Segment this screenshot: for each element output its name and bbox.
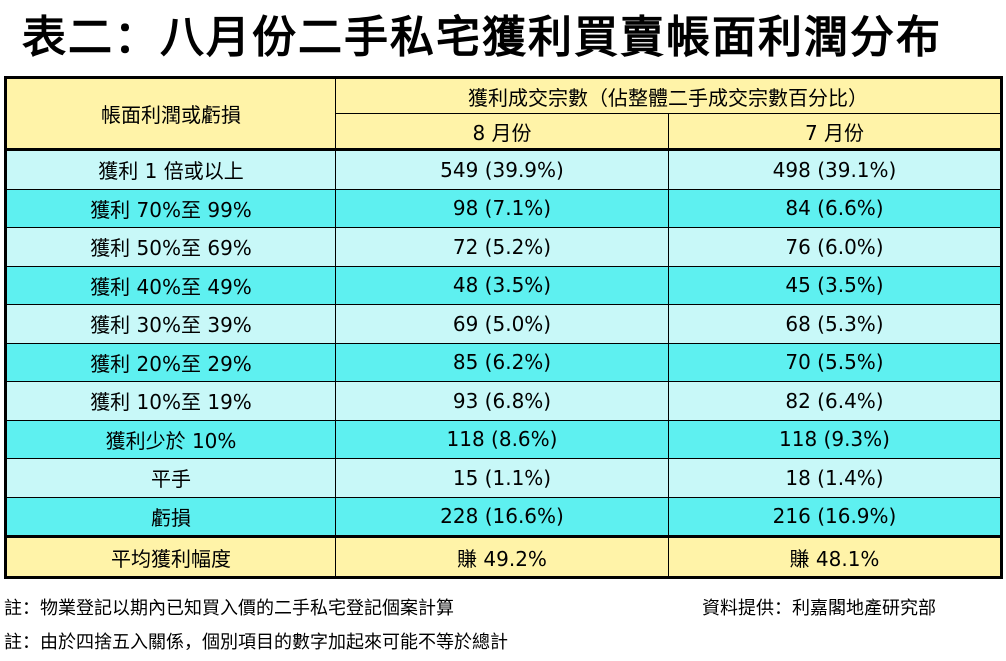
cell-jul: 498 (39.1%) [668, 148, 1002, 190]
table-row: 獲利 70%至 99% 98 (7.1%) 84 (6.6%) [5, 188, 1002, 228]
table-row: 獲利少於 10% 118 (8.6%) 118 (9.3%) [5, 419, 1002, 459]
row-label: 獲利 50%至 69% [5, 227, 336, 267]
cell-aug: 48 (3.5%) [335, 265, 669, 305]
row-label: 獲利 40%至 49% [5, 265, 336, 305]
row-label: 獲利 70%至 99% [5, 188, 336, 228]
cell-aug: 549 (39.9%) [335, 148, 669, 190]
cell-aug: 93 (6.8%) [335, 381, 669, 421]
row-label: 獲利 20%至 29% [5, 342, 336, 382]
col-header-jul: 7 月份 [668, 113, 1002, 150]
cell-aug: 72 (5.2%) [335, 227, 669, 267]
col-header-aug: 8 月份 [335, 113, 669, 150]
note-method: 註：物業登記以期內已知買入價的二手私宅登記個案計算 [4, 598, 454, 619]
group-header: 獲利成交宗數（佔整體二手成交宗數百分比） [335, 77, 1002, 114]
table-row: 平手 15 (1.1%) 18 (1.4%) [5, 458, 1002, 498]
cell-jul: 118 (9.3%) [668, 419, 1002, 459]
table-row: 獲利 1 倍或以上 549 (39.9%) 498 (39.1%) [5, 148, 1002, 190]
cell-aug: 85 (6.2%) [335, 342, 669, 382]
row-header: 帳面利潤或虧損 [5, 77, 336, 150]
row-label: 獲利 30%至 39% [5, 304, 336, 344]
cell-jul: 70 (5.5%) [668, 342, 1002, 382]
profit-distribution-table: 帳面利潤或虧損 獲利成交宗數（佔整體二手成交宗數百分比） 8 月份 7 月份 獲… [4, 76, 1003, 579]
cell-aug: 228 (16.6%) [335, 496, 669, 538]
table-row: 獲利 50%至 69% 72 (5.2%) 76 (6.0%) [5, 227, 1002, 267]
row-label: 獲利 1 倍或以上 [5, 148, 336, 190]
row-label: 獲利少於 10% [5, 419, 336, 459]
table-row: 獲利 30%至 39% 69 (5.0%) 68 (5.3%) [5, 304, 1002, 344]
cell-jul: 76 (6.0%) [668, 227, 1002, 267]
footer-label: 平均獲利幅度 [5, 536, 336, 578]
cell-jul: 84 (6.6%) [668, 188, 1002, 228]
footer-jul: 賺 48.1% [668, 536, 1002, 578]
table-row: 獲利 20%至 29% 85 (6.2%) 70 (5.5%) [5, 342, 1002, 382]
cell-jul: 216 (16.9%) [668, 496, 1002, 538]
table-row: 獲利 10%至 19% 93 (6.8%) 82 (6.4%) [5, 381, 1002, 421]
cell-aug: 15 (1.1%) [335, 458, 669, 498]
row-label: 虧損 [5, 496, 336, 538]
note-rounding: 註：由於四捨五入關係，個別項目的數字加起來可能不等於總計 [4, 632, 508, 653]
row-label: 平手 [5, 458, 336, 498]
table-row: 獲利 40%至 49% 48 (3.5%) 45 (3.5%) [5, 265, 1002, 305]
page-title: 表二：八月份二手私宅獲利買賣帳面利潤分布 [22, 12, 942, 63]
footer-aug: 賺 49.2% [335, 536, 669, 578]
cell-jul: 45 (3.5%) [668, 265, 1002, 305]
cell-aug: 98 (7.1%) [335, 188, 669, 228]
table-row: 虧損 228 (16.6%) 216 (16.9%) [5, 496, 1002, 538]
row-label: 獲利 10%至 19% [5, 381, 336, 421]
cell-aug: 118 (8.6%) [335, 419, 669, 459]
source-credit: 資料提供：利嘉閣地產研究部 [702, 598, 936, 619]
cell-jul: 82 (6.4%) [668, 381, 1002, 421]
cell-aug: 69 (5.0%) [335, 304, 669, 344]
footer-row: 平均獲利幅度 賺 49.2% 賺 48.1% [5, 536, 1002, 578]
cell-jul: 18 (1.4%) [668, 458, 1002, 498]
cell-jul: 68 (5.3%) [668, 304, 1002, 344]
